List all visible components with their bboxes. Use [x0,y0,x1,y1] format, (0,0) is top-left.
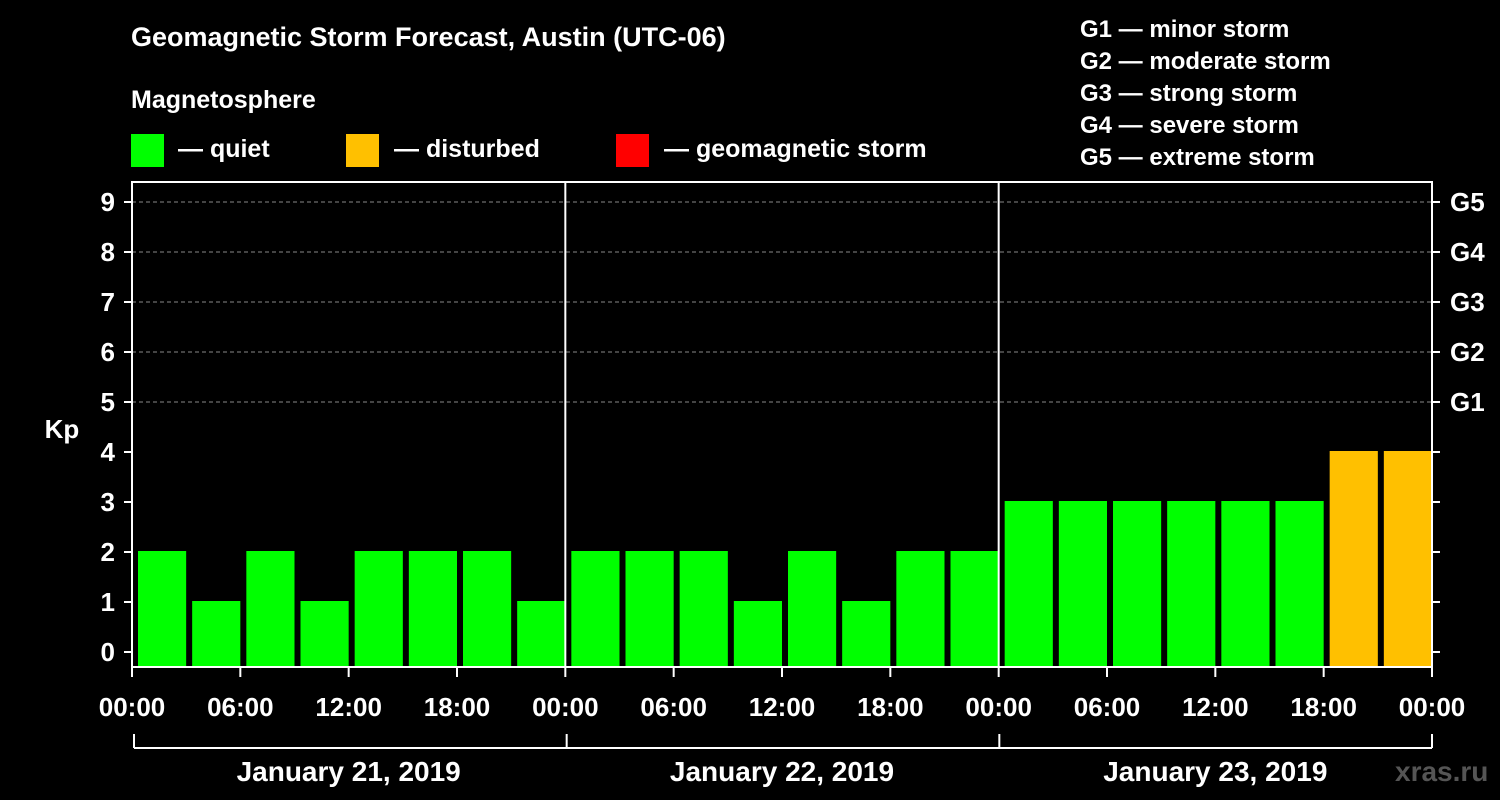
y-tick-label: 7 [101,287,115,317]
x-tick-label: 18:00 [1290,692,1357,722]
bar [679,551,728,667]
legend-swatch-disturbed [346,134,379,167]
g-tick-label: G3 [1450,287,1485,317]
day-label: January 22, 2019 [670,756,894,787]
bar [1329,451,1378,667]
bar [1004,501,1053,667]
y-axis-label: Kp [45,414,80,444]
bar [788,551,837,667]
bar [625,551,674,667]
legend-swatch-quiet [131,134,164,167]
y-tick-label: 5 [101,387,115,417]
g-tick-label: G1 [1450,387,1485,417]
x-tick-label: 06:00 [640,692,707,722]
legend-label-storm: — geomagnetic storm [664,135,927,163]
x-tick-label: 18:00 [424,692,491,722]
g-scale-g4: G4 — severe storm [1080,112,1299,139]
bar [138,551,187,667]
g-scale-g2: G2 — moderate storm [1080,48,1331,75]
bar [517,601,566,667]
legend-label-disturbed: — disturbed [394,135,540,163]
bar [408,551,457,667]
g-tick-label: G2 [1450,337,1485,367]
bar [1383,451,1432,667]
legend-swatch-storm [616,134,649,167]
bar [1275,501,1324,667]
watermark: xras.ru [1395,756,1489,787]
bar [192,601,241,667]
x-tick-label: 00:00 [99,692,166,722]
day-label: January 21, 2019 [237,756,461,787]
x-tick-label: 12:00 [749,692,816,722]
bar [1058,501,1107,667]
day-label: January 23, 2019 [1103,756,1327,787]
bar [354,551,403,667]
y-tick-label: 6 [101,337,115,367]
y-tick-label: 0 [101,637,115,667]
x-tick-label: 18:00 [857,692,924,722]
legend-label-quiet: — quiet [178,135,270,163]
x-tick-label: 00:00 [532,692,599,722]
bar [733,601,782,667]
y-tick-label: 9 [101,187,115,217]
y-tick-label: 3 [101,487,115,517]
bar [896,551,945,667]
x-tick-label: 06:00 [1074,692,1141,722]
y-tick-label: 2 [101,537,115,567]
x-tick-label: 00:00 [965,692,1032,722]
x-tick-label: 12:00 [315,692,382,722]
y-tick-label: 4 [101,437,116,467]
x-tick-label: 06:00 [207,692,274,722]
chart-title: Geomagnetic Storm Forecast, Austin (UTC-… [131,22,726,52]
bar [300,601,349,667]
g-scale-g5: G5 — extreme storm [1080,144,1315,171]
legend-heading: Magnetosphere [131,86,316,114]
bar [463,551,512,667]
x-tick-label: 00:00 [1399,692,1466,722]
y-tick-label: 8 [101,237,115,267]
g-scale-g1: G1 — minor storm [1080,16,1290,43]
x-tick-label: 12:00 [1182,692,1249,722]
bar [1221,501,1270,667]
bar [571,551,620,667]
g-scale-g3: G3 — strong storm [1080,80,1298,107]
g-tick-label: G4 [1450,237,1485,267]
bar [1167,501,1216,667]
bar [246,551,295,667]
y-tick-label: 1 [101,587,115,617]
g-tick-label: G5 [1450,187,1485,217]
bar [950,551,999,667]
bar [1113,501,1162,667]
bar [842,601,891,667]
